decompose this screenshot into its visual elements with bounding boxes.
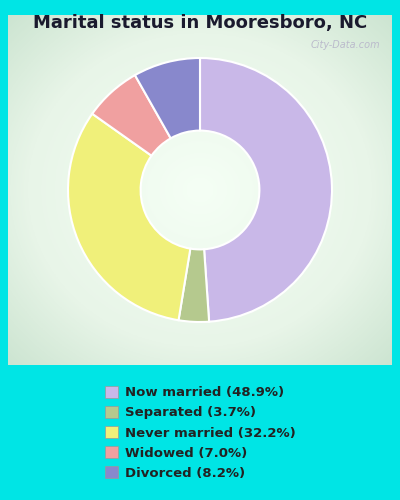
Text: Marital status in Mooresboro, NC: Marital status in Mooresboro, NC [33,14,367,32]
Text: City-Data.com: City-Data.com [311,40,380,50]
Wedge shape [68,114,190,320]
Legend: Now married (48.9%), Separated (3.7%), Never married (32.2%), Widowed (7.0%), Di: Now married (48.9%), Separated (3.7%), N… [100,381,300,485]
Wedge shape [178,248,209,322]
Wedge shape [200,58,332,322]
Wedge shape [135,58,200,138]
Wedge shape [92,75,171,156]
